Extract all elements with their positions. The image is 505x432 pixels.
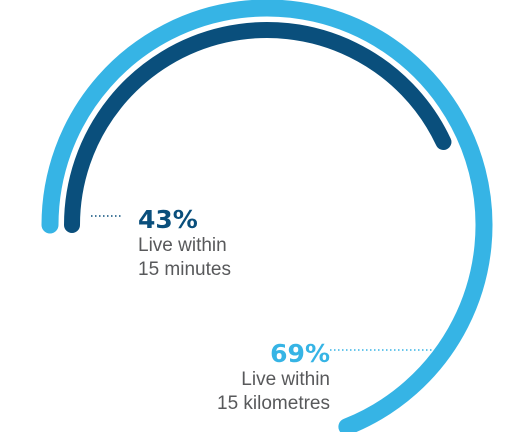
outer-arc-description-line-1: Live within	[241, 369, 330, 390]
inner-arc-value: 43%	[138, 205, 198, 234]
inner-arc	[64, 22, 452, 233]
outer-arc	[41, 0, 493, 432]
inner-arc-label: 43% Live within 15 minutes	[138, 206, 231, 282]
outer-arc-label: 69% Live within 15 kilometres	[180, 340, 330, 416]
outer-arc-description-line-2: 15 kilometres	[217, 393, 330, 414]
inner-arc-description-line-1: Live within	[138, 235, 227, 256]
inner-arc-description-line-2: 15 minutes	[138, 259, 231, 280]
outer-arc-value: 69%	[270, 339, 330, 368]
